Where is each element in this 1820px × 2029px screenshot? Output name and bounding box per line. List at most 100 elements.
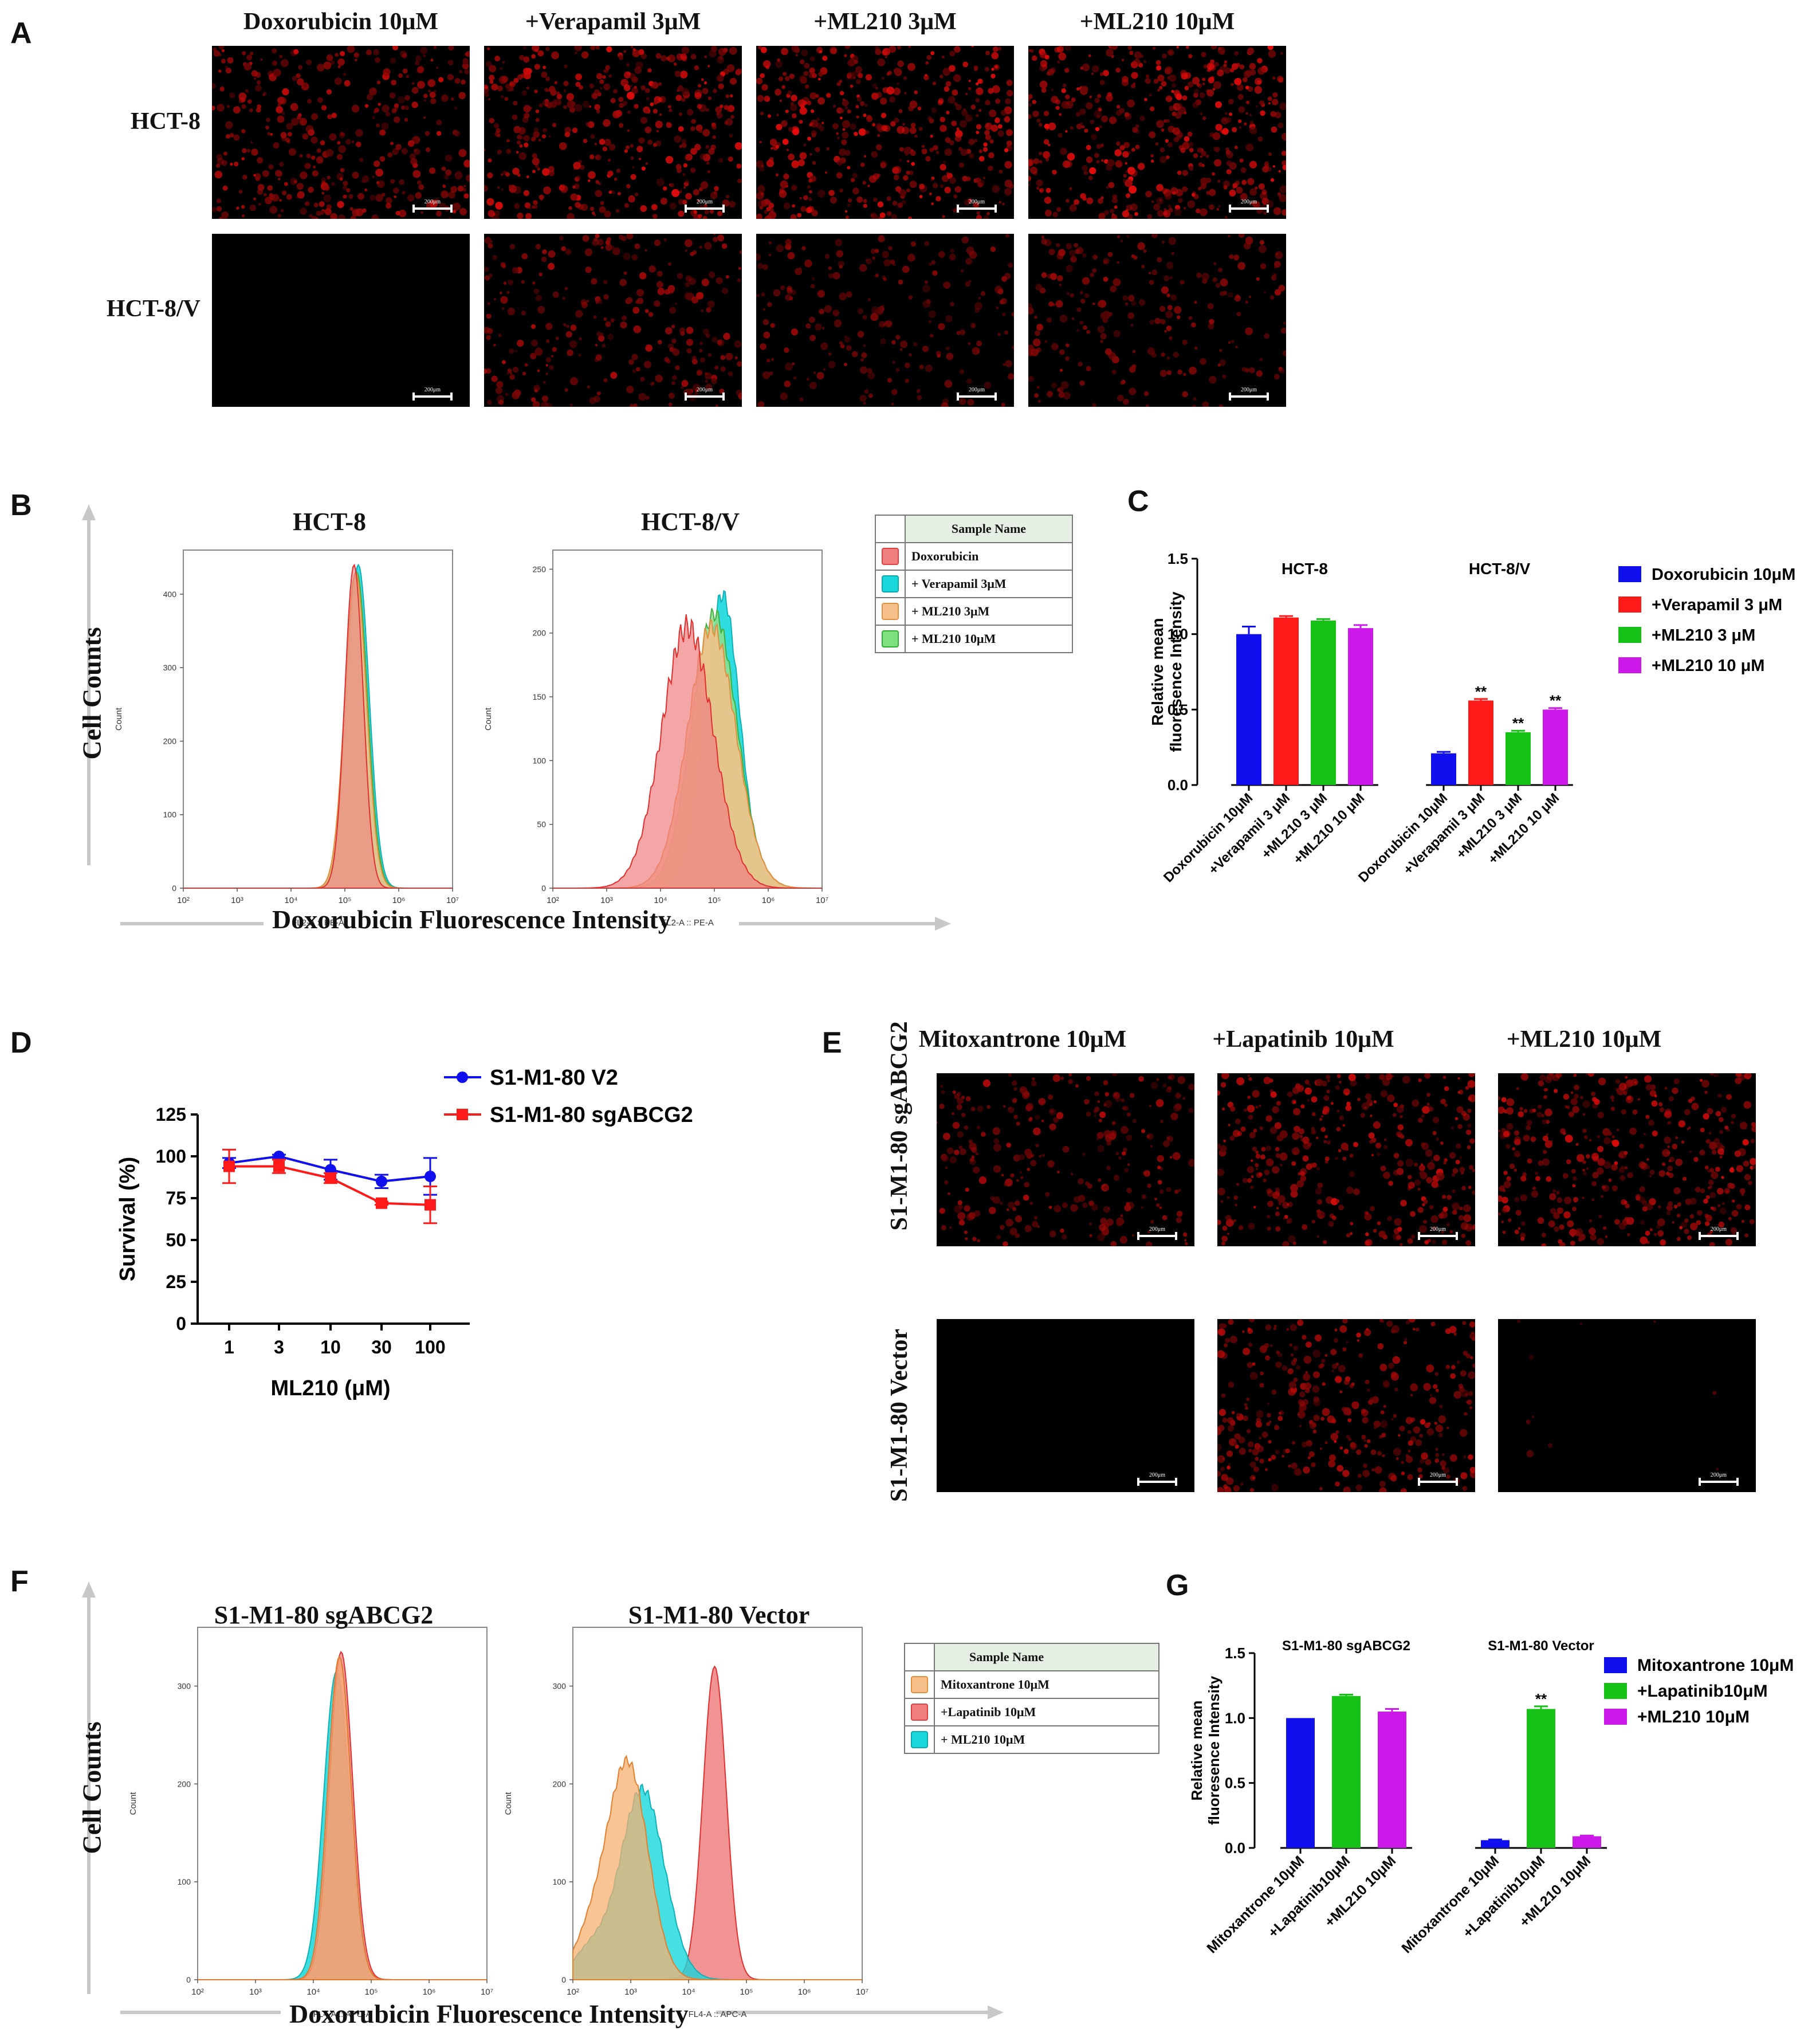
cell [1255, 1105, 1259, 1109]
cell [1005, 1219, 1014, 1227]
cell [378, 103, 382, 106]
cell [1555, 1073, 1562, 1078]
cell [531, 136, 536, 142]
cell [548, 262, 555, 270]
cell [1224, 1343, 1228, 1348]
cell [459, 208, 466, 215]
cell [626, 234, 634, 240]
cell [497, 134, 501, 138]
cell [1045, 1192, 1050, 1197]
cell [1461, 1186, 1466, 1191]
cell [1518, 1111, 1524, 1117]
cell [1432, 1239, 1437, 1245]
cell [1370, 1206, 1375, 1211]
cell [780, 392, 788, 401]
x-tick-label: 10⁶ [762, 896, 775, 905]
cell [1100, 196, 1104, 199]
cell [704, 242, 712, 250]
cell [1046, 317, 1052, 323]
x-tick-label: 10⁷ [481, 1987, 493, 1997]
cell [591, 278, 598, 285]
cell [1138, 1076, 1144, 1082]
panel-e-image: 200μm [1217, 1073, 1475, 1246]
cell [1351, 1401, 1359, 1410]
cell [1348, 1073, 1356, 1081]
cell [1100, 1218, 1107, 1225]
cell [589, 83, 595, 89]
cell [1028, 376, 1035, 382]
cell [631, 76, 638, 83]
cell [506, 148, 512, 154]
cell [223, 151, 227, 156]
cell [723, 48, 728, 53]
cell [860, 162, 865, 167]
cell [1553, 1089, 1558, 1093]
bar [1286, 1718, 1315, 1848]
cell [1314, 1334, 1322, 1342]
cell [833, 104, 836, 108]
cell [1248, 1114, 1253, 1120]
cell [978, 149, 983, 154]
cell [990, 246, 996, 252]
cell [500, 296, 508, 304]
x-tick-label: 10² [567, 1987, 579, 1997]
cell [756, 253, 761, 261]
cell [1236, 1077, 1245, 1085]
legend-entry: Mitoxantrone 10μM [934, 1670, 1159, 1699]
cell [1672, 1088, 1679, 1094]
cell [666, 122, 672, 128]
cell [1542, 1119, 1547, 1124]
cell [949, 1156, 957, 1164]
x-tick-label: 100 [415, 1337, 445, 1357]
cell [1201, 52, 1206, 57]
cell [1052, 170, 1057, 175]
cell [1264, 1169, 1270, 1175]
cell [288, 132, 292, 137]
cell [1227, 1450, 1233, 1457]
cell [1064, 46, 1071, 52]
cell [965, 1096, 971, 1101]
cell [852, 187, 859, 195]
cell [530, 324, 536, 329]
cell [1200, 183, 1206, 189]
cell [513, 100, 518, 106]
cell [1610, 1095, 1615, 1100]
cell [1329, 1214, 1334, 1219]
cell [1227, 1465, 1231, 1470]
cell [246, 148, 251, 153]
cell [1355, 1484, 1362, 1491]
cell [1426, 1093, 1430, 1097]
cell [1433, 1384, 1438, 1389]
cell [501, 264, 506, 269]
cell [279, 162, 284, 167]
cell [229, 92, 235, 99]
cell [1271, 1484, 1279, 1492]
cell [975, 98, 980, 103]
cell [1717, 1148, 1724, 1155]
cell [1304, 1388, 1310, 1394]
panel-f-plot-title: S1-M1-80 Vector [628, 1601, 810, 1629]
cell [1226, 151, 1233, 159]
cell [919, 364, 924, 370]
legend-swatch [1604, 1657, 1627, 1673]
cell [1401, 1488, 1404, 1491]
panel-a-image: 200μm [1028, 234, 1286, 407]
cell [671, 338, 677, 344]
cell [823, 368, 826, 371]
panel-a-row-title: HCT-8/V [106, 296, 201, 322]
cell [1169, 97, 1173, 100]
cell [535, 295, 542, 301]
cell [316, 156, 324, 164]
cell [916, 389, 921, 393]
cell [265, 197, 273, 205]
cell [724, 121, 728, 125]
cell [1237, 84, 1244, 91]
cell [299, 154, 303, 158]
cell [1053, 1117, 1059, 1123]
cell [1168, 1086, 1172, 1090]
cell [910, 150, 916, 156]
cell [1380, 1410, 1385, 1415]
cell [871, 92, 879, 100]
cell [331, 112, 337, 119]
